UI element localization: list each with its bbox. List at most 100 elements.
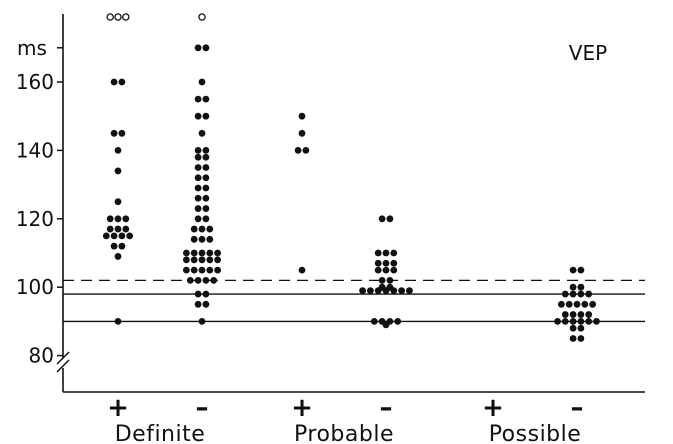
data-point	[374, 249, 382, 257]
data-point	[106, 215, 114, 223]
category-label-definite: Definite	[115, 422, 206, 444]
data-point	[122, 225, 130, 233]
y-tick-label: 100	[16, 275, 54, 299]
data-point	[378, 215, 386, 223]
data-point	[406, 287, 413, 295]
data-point	[294, 147, 302, 154]
data-point	[102, 232, 110, 240]
data-point	[561, 318, 569, 325]
data-point	[302, 147, 310, 154]
data-point	[202, 147, 210, 154]
data-point	[194, 290, 202, 298]
data-point	[194, 300, 202, 308]
data-point	[206, 225, 214, 233]
data-point	[202, 194, 210, 202]
data-point	[367, 287, 374, 295]
data-point	[202, 205, 210, 212]
data-point	[183, 249, 190, 257]
data-point	[118, 242, 126, 250]
data-points	[102, 13, 600, 342]
data-point	[370, 318, 378, 325]
group-sign-label: –	[380, 393, 393, 423]
data-point	[577, 311, 585, 318]
data-point	[194, 276, 202, 284]
data-point	[378, 318, 386, 325]
data-point	[390, 266, 398, 274]
data-point	[378, 276, 386, 284]
data-point	[106, 225, 114, 233]
data-point	[198, 225, 206, 233]
data-point	[581, 300, 589, 308]
y-tick-label: 140	[16, 138, 54, 162]
data-point	[359, 287, 366, 295]
data-point	[194, 215, 202, 223]
chart-title: VEP	[569, 41, 607, 65]
data-point	[298, 112, 306, 120]
data-point	[214, 266, 222, 274]
y-tick-label: 160	[16, 70, 54, 94]
data-point	[110, 78, 118, 86]
data-point	[202, 95, 210, 103]
data-point	[554, 318, 561, 325]
data-point	[202, 276, 210, 284]
data-point	[183, 256, 190, 264]
data-point	[569, 324, 577, 332]
data-point	[382, 266, 390, 274]
data-point	[386, 318, 394, 325]
data-point	[202, 215, 210, 223]
data-point	[298, 266, 306, 274]
data-point	[206, 256, 214, 264]
data-point	[194, 194, 202, 202]
data-point	[110, 242, 118, 250]
data-point	[585, 311, 593, 318]
data-point	[198, 249, 206, 257]
data-point	[114, 215, 122, 223]
data-point	[118, 129, 126, 137]
data-point	[194, 112, 202, 120]
data-point	[114, 318, 122, 325]
data-point	[194, 95, 202, 103]
data-point	[122, 215, 130, 223]
data-point	[298, 129, 306, 137]
data-point	[202, 184, 210, 192]
data-point	[398, 287, 405, 295]
data-point	[202, 44, 210, 52]
data-point-above-scale	[198, 13, 206, 21]
data-point	[569, 318, 577, 325]
data-point	[577, 266, 585, 274]
category-label-possible: Possible	[489, 422, 582, 444]
data-point	[198, 318, 206, 325]
data-point	[202, 174, 210, 182]
data-point	[561, 290, 569, 298]
data-point	[374, 266, 382, 274]
data-point	[110, 129, 118, 137]
group-sign-label: –	[196, 393, 209, 423]
data-point	[577, 335, 585, 342]
data-point	[194, 44, 202, 52]
data-point	[206, 266, 214, 274]
data-point	[198, 256, 206, 264]
category-labels: + – + – + –Definite Probable Possible	[107, 393, 583, 444]
data-point	[194, 205, 202, 212]
reference-lines	[63, 279, 645, 323]
data-point	[190, 266, 198, 274]
data-point	[569, 335, 577, 342]
data-point	[589, 300, 596, 308]
data-point	[198, 266, 206, 274]
data-point	[198, 235, 206, 243]
data-point	[194, 174, 202, 182]
data-point	[386, 283, 394, 291]
data-point	[194, 153, 202, 161]
data-point	[190, 235, 198, 243]
data-point	[198, 78, 206, 86]
data-point	[565, 300, 573, 308]
data-point	[110, 232, 118, 240]
group-sign-label: +	[107, 393, 129, 423]
data-point	[573, 300, 581, 308]
data-point	[390, 249, 398, 257]
data-point	[569, 311, 577, 318]
data-point	[382, 259, 390, 267]
data-point	[118, 232, 126, 240]
y-tick-label: 80	[29, 344, 54, 368]
y-axis: 80 100 120 140 160	[16, 14, 645, 393]
